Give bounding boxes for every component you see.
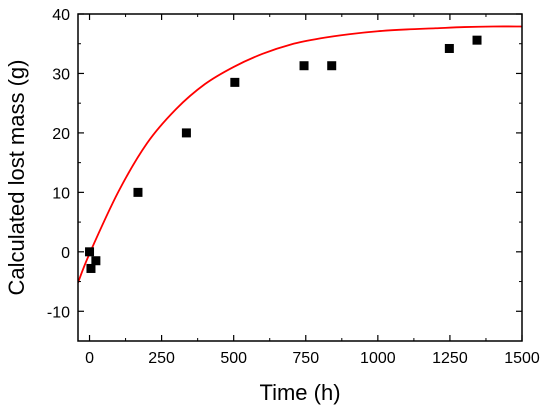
x-tick-label: 750 [292, 350, 319, 367]
x-tick-label: 250 [148, 350, 175, 367]
data-point [299, 61, 309, 71]
y-tick-label: -10 [47, 304, 70, 321]
data-point [91, 256, 101, 266]
y-tick-label: 30 [52, 66, 70, 83]
x-axis-title: Time (h) [259, 380, 340, 405]
data-point [85, 247, 95, 257]
plot-frame [77, 13, 523, 342]
x-tick-label: 1000 [360, 350, 396, 367]
fit-curve [78, 25, 522, 284]
data-point [327, 61, 337, 71]
y-axis-title: Calculated lost mass (g) [4, 60, 29, 296]
y-tick-label: 0 [61, 245, 70, 262]
y-tick-label: 40 [52, 7, 70, 24]
x-tick-label: 1500 [504, 350, 540, 367]
x-tick-label: 500 [220, 350, 247, 367]
x-axis-ticks: 0 250 500 750 1000 1250 1500 [85, 14, 540, 367]
data-point [472, 35, 482, 45]
y-tick-label: 10 [52, 185, 70, 202]
data-point [181, 128, 191, 138]
y-tick-label: 20 [52, 126, 70, 143]
x-tick-label: 1250 [432, 350, 468, 367]
data-point [133, 187, 143, 197]
data-point [230, 77, 240, 87]
data-point [86, 263, 96, 273]
data-point [444, 43, 454, 53]
y-axis-ticks: -10 0 10 20 30 40 [47, 7, 522, 342]
plot-content [78, 25, 522, 284]
x-tick-label: 0 [85, 350, 94, 367]
